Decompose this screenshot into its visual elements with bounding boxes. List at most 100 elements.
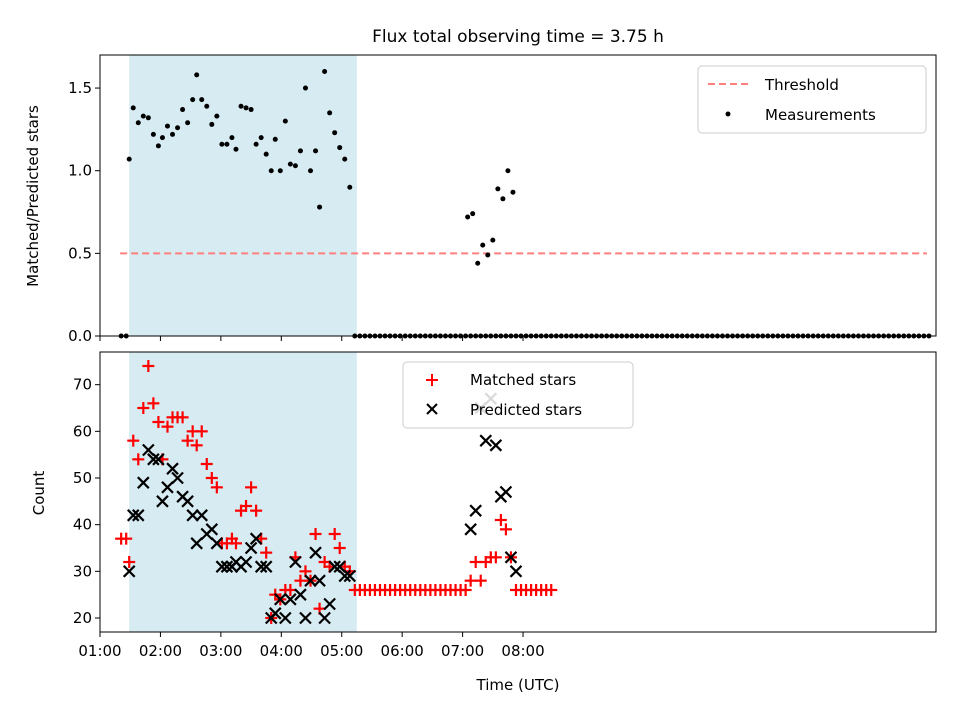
y-tick-label: 40 bbox=[73, 516, 92, 534]
matched-star-point bbox=[309, 528, 322, 540]
predicted-star-point bbox=[323, 597, 336, 611]
matched-star-point bbox=[229, 537, 242, 550]
y-tick-label: 1.5 bbox=[68, 79, 92, 97]
predicted-star-point bbox=[479, 434, 493, 447]
predicted-star-point bbox=[249, 532, 263, 545]
legend-predicted-label: Predicted stars bbox=[470, 401, 582, 419]
measurement-point bbox=[204, 103, 210, 109]
x-tick-label: 04:00 bbox=[260, 642, 303, 660]
predicted-star-point bbox=[171, 471, 184, 485]
y-axis: 20 30 40 50 60 70 bbox=[73, 376, 100, 627]
measurement-point bbox=[233, 146, 239, 152]
y-tick-label: 0.0 bbox=[68, 327, 92, 345]
predicted-star-point bbox=[299, 611, 312, 625]
measurement-point bbox=[337, 145, 343, 151]
matched-star-point bbox=[245, 481, 258, 494]
predicted-star-point bbox=[147, 453, 160, 466]
x-tick-label: 07:00 bbox=[441, 642, 484, 660]
y-tick-label: 20 bbox=[73, 609, 92, 627]
measurement-point bbox=[480, 242, 486, 248]
measurement-point bbox=[258, 135, 264, 141]
measurement-point bbox=[272, 136, 278, 142]
predicted-star-point bbox=[122, 565, 136, 578]
predicted-star-point bbox=[338, 569, 352, 583]
x-tick-label: 06:00 bbox=[381, 642, 424, 660]
matched-star-point bbox=[210, 481, 223, 494]
measurement-point bbox=[297, 148, 303, 154]
predicted-star-point bbox=[343, 569, 357, 583]
measurement-point bbox=[465, 214, 471, 220]
measurement-point bbox=[130, 105, 136, 111]
matched-star-point bbox=[260, 546, 273, 559]
predicted-star-point bbox=[304, 574, 317, 587]
matched-star-point bbox=[127, 434, 140, 447]
measurement-point bbox=[287, 161, 293, 167]
measurement-point bbox=[155, 143, 161, 149]
predicted-star-point bbox=[181, 495, 194, 508]
predicted-star-point bbox=[152, 453, 165, 466]
y-axis-label: Matched/Predicted stars bbox=[24, 105, 42, 287]
measurement-point bbox=[214, 113, 220, 119]
measurement-point bbox=[126, 156, 132, 162]
predicted-star-point bbox=[186, 509, 199, 522]
measurement-point bbox=[209, 121, 215, 127]
predicted-star-point bbox=[142, 443, 155, 457]
plot-frame bbox=[99, 351, 937, 633]
measurement-point bbox=[190, 97, 196, 103]
measurement-point bbox=[263, 151, 269, 157]
measurement-point bbox=[500, 196, 506, 202]
measurement-point bbox=[302, 85, 308, 91]
measurement-point bbox=[282, 118, 288, 124]
predicted-star-point bbox=[244, 541, 258, 555]
matched-star-point bbox=[464, 574, 477, 587]
legend: Matched stars Predicted stars bbox=[402, 361, 634, 429]
y-tick-label: 1.0 bbox=[68, 162, 92, 180]
matched-star-point bbox=[181, 434, 194, 447]
legend-threshold-label: Threshold bbox=[764, 76, 839, 94]
matched-star-point bbox=[190, 439, 203, 452]
measurement-point bbox=[490, 237, 496, 243]
predicted-star-point bbox=[254, 560, 268, 573]
measurement-point bbox=[145, 115, 151, 121]
chart-title: Flux total observing time = 3.75 h bbox=[372, 27, 664, 47]
measurement-point bbox=[229, 135, 235, 141]
plot-frame bbox=[99, 54, 937, 337]
predicted-star-point bbox=[499, 485, 513, 499]
bottom-subplot: 20 30 40 50 60 70 01:00 02:00 03:00 04:00 05:00 06… bbox=[30, 351, 937, 694]
predicted-star-point bbox=[190, 537, 203, 550]
matched-star-point bbox=[176, 411, 189, 424]
predicted-star-point bbox=[294, 588, 307, 601]
measurement-point bbox=[347, 184, 353, 190]
measurement-point bbox=[150, 131, 156, 137]
legend-measurements-swatch bbox=[725, 111, 731, 117]
measurement-point bbox=[180, 107, 186, 113]
measurement-point bbox=[308, 168, 314, 174]
predicted-star-point bbox=[220, 560, 234, 573]
matched-star-point bbox=[240, 500, 253, 512]
predicted-star-point bbox=[131, 509, 145, 522]
predicted-star-point bbox=[309, 546, 322, 559]
legend-box bbox=[697, 65, 927, 134]
legend-matched-swatch bbox=[426, 374, 438, 386]
measurement-point bbox=[253, 141, 259, 147]
y-tick-label: 70 bbox=[73, 376, 92, 394]
measurement-point bbox=[342, 156, 348, 162]
matched-star-point bbox=[137, 402, 150, 414]
measurement-point bbox=[248, 107, 254, 113]
measurement-point bbox=[224, 141, 230, 147]
measurement-point bbox=[317, 204, 323, 210]
measurement-point bbox=[292, 163, 298, 169]
matched-star-point bbox=[294, 574, 307, 587]
matched-star-point bbox=[469, 556, 482, 568]
matched-star-point bbox=[205, 472, 218, 484]
matched-star-point bbox=[123, 556, 136, 568]
predicted-star-point bbox=[205, 523, 219, 536]
legend-measurements-label: Measurements bbox=[765, 106, 876, 124]
matched-star-point bbox=[545, 584, 558, 596]
top-subplot: Flux total observing time = 3.75 h 0.00.… bbox=[24, 27, 937, 345]
matched-star-point bbox=[195, 425, 208, 438]
matched-star-point bbox=[328, 528, 341, 540]
measurement-point bbox=[277, 168, 283, 174]
measurement-point bbox=[332, 130, 338, 136]
